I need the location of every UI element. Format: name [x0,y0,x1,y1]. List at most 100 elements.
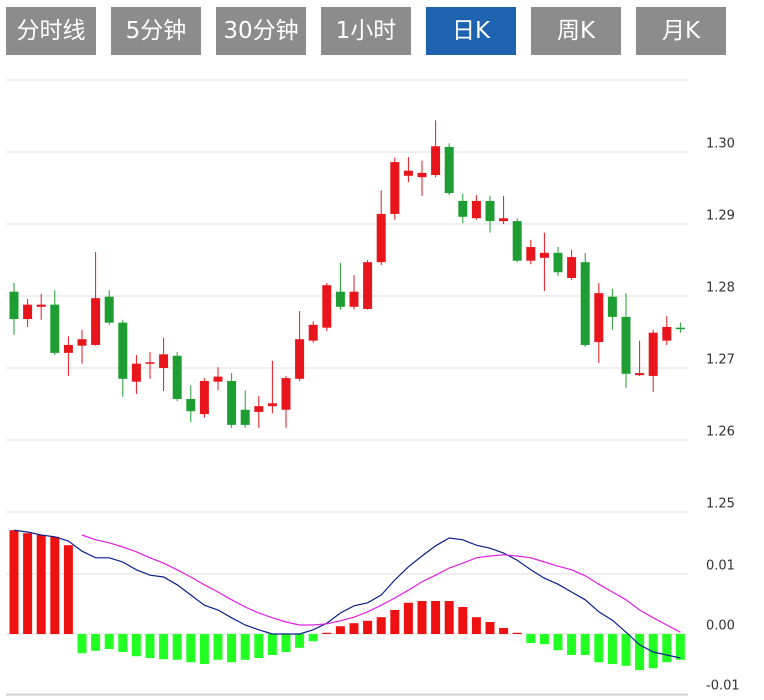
candle-body [145,362,155,364]
macd-bar [621,634,631,666]
candle-body [91,298,101,345]
macd-bar [335,626,345,634]
candle-body [63,344,73,353]
macd-line [13,529,681,659]
macd-bar [267,634,277,655]
candle-body [403,170,413,176]
macd-bar [172,634,182,660]
macd-bar [471,617,481,634]
candle-body [9,291,19,320]
macd-bar [349,623,359,634]
tab[interactable]: 周K [531,7,621,55]
candle-body [539,252,549,258]
candle-body [635,373,645,376]
candle-body [131,363,141,382]
y-tick-label: 1.29 [706,209,735,224]
candle-body [444,146,454,194]
candle-body [526,247,536,261]
macd-bar [118,634,128,652]
tab[interactable]: 月K [636,7,726,55]
tab[interactable]: 分时线 [6,7,96,55]
candle-body [254,406,264,412]
macd-bar [145,634,155,658]
macd-bar [227,634,237,663]
macd-bar [36,535,46,634]
macd-bar [50,536,60,634]
y-tick-label: 1.27 [706,353,735,368]
macd-bar [580,634,590,655]
candle-body [390,162,400,214]
candle-body [23,304,33,320]
macd-bar [499,628,509,634]
y-tick-label: 1.28 [706,281,735,296]
macd-bar [417,601,427,634]
candle-body [485,200,495,222]
candle-body [308,324,318,341]
y-tick-label: 1.25 [706,497,735,512]
macd-bar [539,634,549,645]
macd-bar [458,607,468,634]
macd-bar [186,634,196,663]
macd-bar [553,634,563,651]
macd-bar [23,533,33,634]
macd-bar [295,634,305,648]
candle-body [675,327,685,330]
macd-bar [322,632,332,634]
macd-bar [485,622,495,634]
candle-body [118,322,128,379]
macd-bar [403,602,413,634]
tab[interactable]: 30分钟 [216,7,306,55]
macd-bar [675,634,685,660]
candle-body [499,218,509,222]
candle-body [267,403,277,407]
macd-bar [104,634,114,649]
candle-body [199,380,209,415]
candle-body [553,252,563,273]
candle-body [213,376,223,382]
candle-body [621,316,631,374]
tab-bar: 分时线 5分钟 30分钟 1小时 日K 周K 月K [0,0,764,60]
macd-bar [308,634,318,642]
macd-bar [376,617,386,634]
macd-bar [240,634,250,660]
y-tick-label: 0.00 [706,619,735,634]
macd-bar [648,634,658,669]
macd-bar [607,634,617,664]
macd-bar [567,634,577,655]
candle-body [36,304,46,307]
macd-bar [281,634,291,652]
macd-bar [390,610,400,634]
candle-body [648,332,658,376]
macd-bar [662,634,672,663]
candle-body [662,326,672,341]
candle-body [363,262,373,309]
candle-body [458,200,468,217]
candle-body [227,380,237,425]
macd-bar [159,634,169,660]
macd-bar [199,634,209,664]
candle-body [567,257,577,278]
candle-body [77,339,87,346]
candle-body [281,378,291,410]
macd-bar [91,634,101,651]
candle-body [431,146,441,176]
tab[interactable]: 5分钟 [111,7,201,55]
tab[interactable]: 日K [426,7,516,55]
candle-body [376,213,386,263]
macd-bar [431,601,441,634]
macd-line [81,534,681,633]
tab[interactable]: 1小时 [321,7,411,55]
macd-bar [63,545,73,634]
candle-body [417,172,427,178]
y-tick-label: 1.26 [706,425,735,440]
candle-body [186,398,196,412]
candle-body [295,339,305,379]
macd-bar [363,620,373,634]
candle-body [512,221,522,261]
candle-body [172,355,182,399]
macd-bar [213,634,223,660]
candle-body [607,296,617,317]
macd-bar [512,632,522,634]
